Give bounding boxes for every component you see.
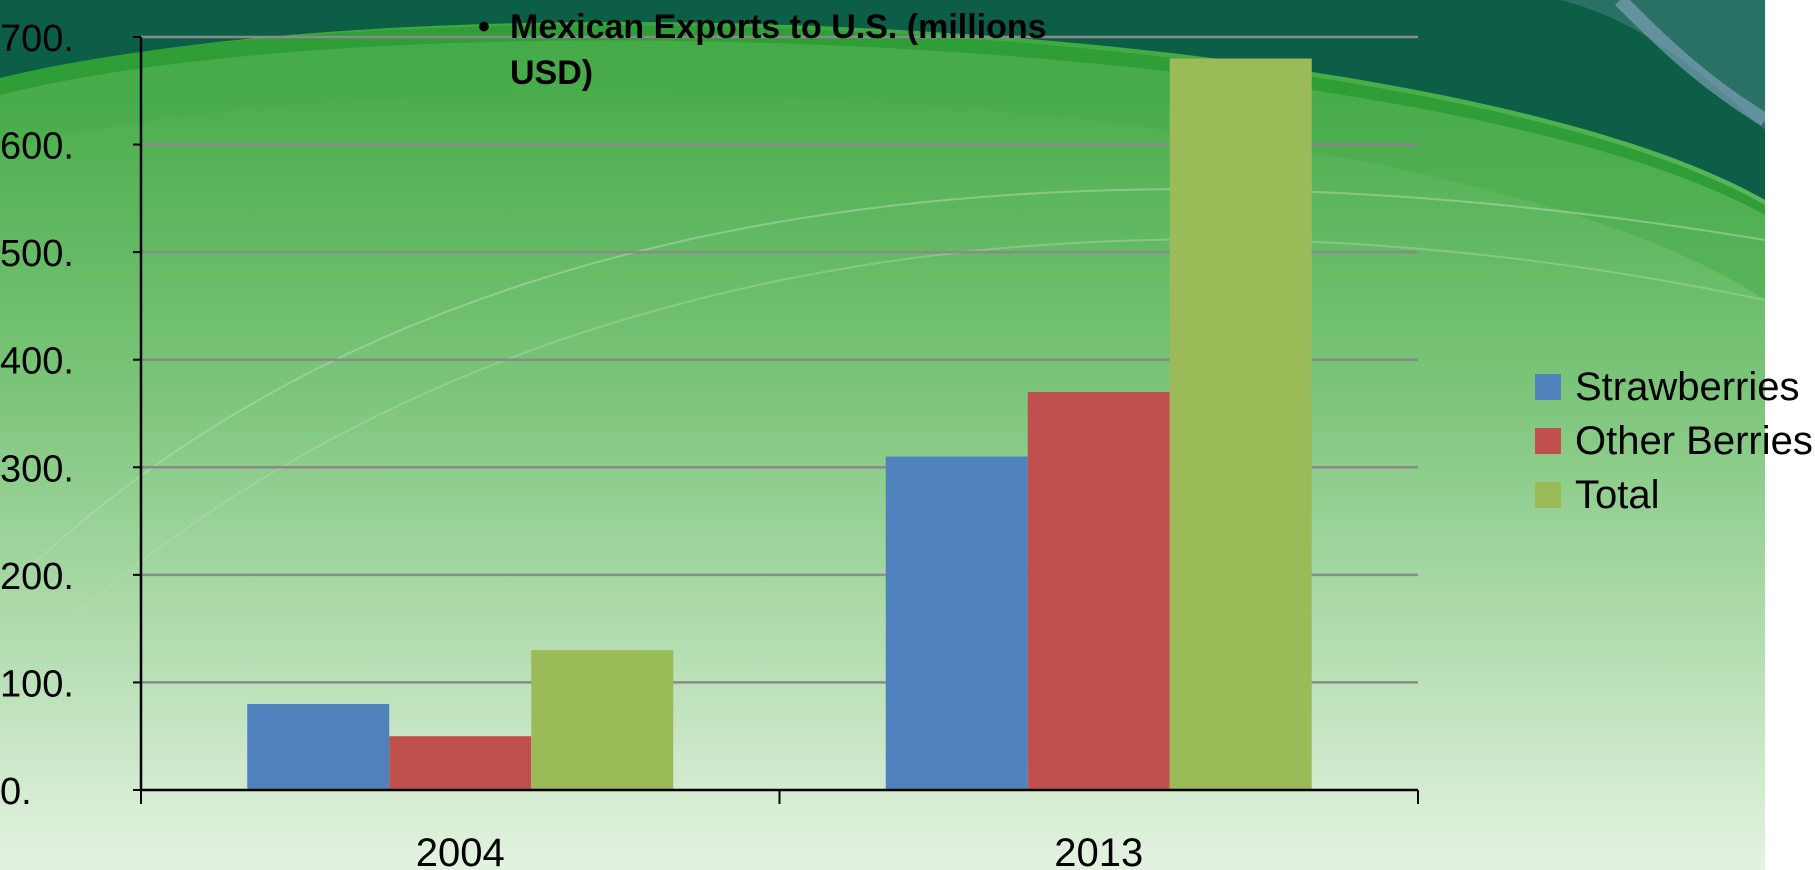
bars	[247, 58, 1312, 791]
x-tick-label: 2013	[1054, 831, 1143, 870]
bar-strawberries-2013	[885, 456, 1028, 790]
y-tick-labels: 0. 100. 200. 300. 400. 500. 600. 700.	[0, 18, 74, 813]
x-tick-labels: 2004 2013	[416, 831, 1143, 870]
bar-total-2013	[1169, 58, 1312, 791]
legend-swatch-other-berries	[1535, 428, 1561, 454]
chart-title: • Mexican Exports to U.S. (millions USD)	[478, 4, 1118, 96]
legend-item-strawberries: Strawberries	[1535, 360, 1815, 414]
title-bullet: •	[478, 8, 490, 46]
legend-swatch-total	[1535, 482, 1561, 508]
legend-label-strawberries: Strawberries	[1575, 364, 1800, 409]
bar-total-2004	[531, 650, 674, 790]
axes	[139, 37, 1419, 804]
y-tick-label: 100.	[0, 663, 74, 705]
bar-other-berries-2013	[1027, 391, 1170, 790]
legend-swatch-strawberries	[1535, 374, 1561, 400]
legend-item-other-berries: Other Berries	[1535, 414, 1815, 468]
y-tick-label: 500.	[0, 233, 74, 275]
y-tick-label: 300.	[0, 448, 74, 490]
y-tick-label: 400.	[0, 341, 74, 383]
bar-strawberries-2004	[247, 703, 390, 790]
y-tick-label: 700.	[0, 18, 74, 60]
legend: Strawberries Other Berries Total	[1535, 360, 1815, 522]
x-tick-label: 2004	[416, 831, 505, 870]
legend-item-total: Total	[1535, 468, 1815, 522]
y-tick-label: 0.	[0, 771, 32, 813]
legend-label-other-berries: Other Berries	[1575, 418, 1813, 463]
y-tick-label: 200.	[0, 556, 74, 598]
bar-other-berries-2004	[389, 736, 532, 790]
chart-title-text: Mexican Exports to U.S. (millions USD)	[510, 8, 1047, 92]
legend-label-total: Total	[1575, 472, 1660, 517]
y-tick-label: 600.	[0, 126, 74, 168]
